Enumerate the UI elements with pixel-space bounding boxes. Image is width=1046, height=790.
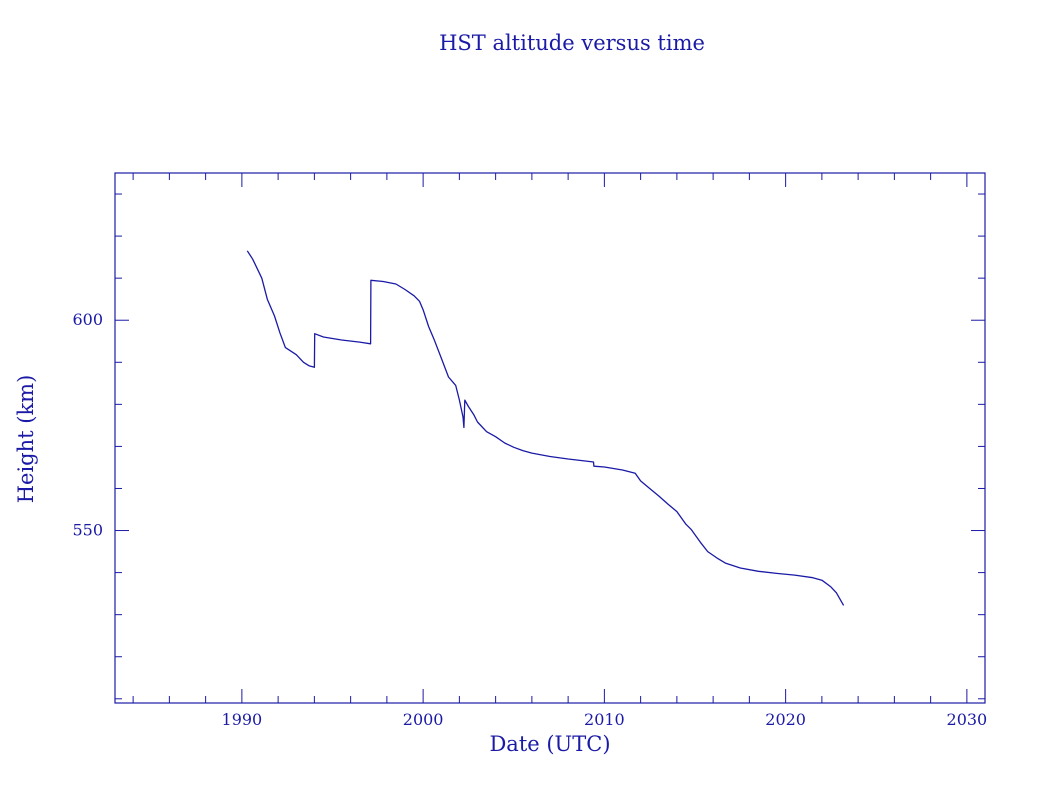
x-tick-label: 2000 (403, 710, 444, 729)
axis-tick-labels: 1990 2000 2010 2020 2030 550 600 (72, 310, 987, 729)
x-tick-label: 2010 (584, 710, 625, 729)
plot-frame (114, 172, 986, 704)
series-layer (246, 250, 845, 606)
chart-title: HST altitude versus time (439, 31, 705, 55)
x-tick-label: 2020 (765, 710, 806, 729)
y-tick-label: 600 (72, 310, 103, 329)
x-tick-label: 2030 (947, 710, 988, 729)
y-tick-label: 550 (72, 521, 103, 540)
altitude-series-line (246, 250, 845, 606)
axis-ticks (115, 173, 985, 703)
x-tick-label: 1990 (222, 710, 263, 729)
x-axis-label: Date (UTC) (489, 732, 610, 756)
y-axis-label: Height (km) (14, 375, 38, 504)
